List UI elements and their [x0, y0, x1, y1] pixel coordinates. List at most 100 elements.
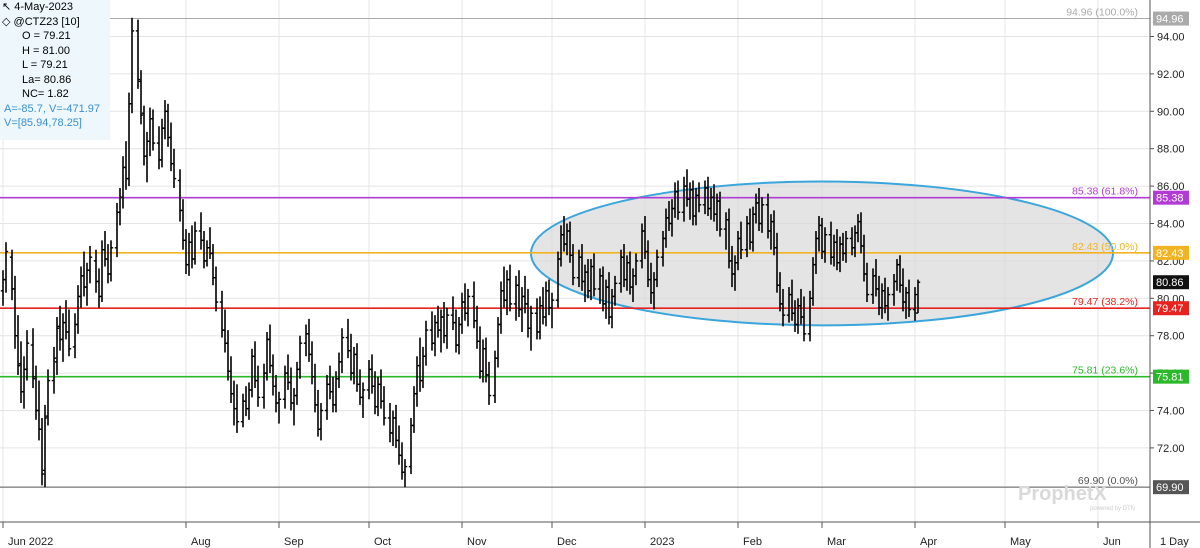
- y-tick-label: 90.00: [1157, 106, 1185, 118]
- ohlc-bar: [885, 287, 891, 321]
- fib-label: 75.81 (23.6%): [1072, 365, 1138, 377]
- ohlc-bar: [549, 292, 555, 329]
- ohlc-bar: [780, 288, 786, 327]
- y-tick-label: 84.00: [1157, 219, 1185, 231]
- ohlc-bar: [675, 180, 681, 220]
- fib-tag-box: [1153, 480, 1189, 495]
- fib-label: 94.96 (100.0%): [1066, 7, 1138, 19]
- fib-tag-text: 79.47: [1156, 303, 1184, 315]
- ohlc-bar: [66, 309, 72, 357]
- fib-label: 79.47 (38.2%): [1072, 296, 1138, 308]
- y-tick-label: 78.00: [1157, 331, 1185, 343]
- info-angle: A=-85.7, V=-471.97: [4, 102, 101, 115]
- x-tick-label: Sep: [284, 536, 304, 548]
- fib-tag-box: [1153, 245, 1189, 260]
- ohlc-bar: [3, 242, 9, 293]
- fib-tag-box: [1153, 190, 1189, 205]
- ohlc-bar: [381, 386, 387, 426]
- ohlc-bar: [906, 279, 912, 317]
- y-tick-label: 88.00: [1157, 144, 1185, 156]
- ohlc-bar: [444, 307, 450, 349]
- ohlc-bar: [192, 221, 198, 265]
- info-open: O = 79.21: [22, 30, 71, 42]
- last-price-text: 80.86: [1156, 277, 1184, 289]
- ohlc-bar: [912, 287, 918, 321]
- ohlc-bar: [570, 244, 576, 286]
- ohlc-bar: [507, 264, 513, 312]
- ohlc-bar: [696, 182, 702, 213]
- ohlc-bar: [915, 279, 921, 314]
- ohlc-bar: [822, 227, 828, 263]
- ohlc-bar: [423, 320, 429, 366]
- y-tick-label: 86.00: [1157, 181, 1185, 193]
- ohlc-bar: [30, 328, 36, 389]
- ohlc-bar: [54, 317, 60, 375]
- ohlc-bar: [759, 197, 765, 233]
- ohlc-bar: [318, 403, 324, 441]
- fib-label: 69.90 (0.0%): [1078, 475, 1138, 487]
- x-tick-label: Oct: [374, 536, 391, 548]
- ohlc-bar: [717, 191, 723, 237]
- ohlc-bar: [108, 240, 114, 282]
- ohlc-bar: [255, 365, 261, 407]
- price-bars: [0, 17, 921, 488]
- ohlc-bar: [42, 404, 48, 488]
- ohlc-bar: [465, 288, 471, 327]
- watermark-brand: ProphetX: [1018, 483, 1108, 505]
- ohlc-bar: [738, 221, 744, 260]
- ohlc-bar: [135, 19, 141, 89]
- ohlc-bar: [234, 384, 240, 433]
- ohlc-bar: [297, 335, 303, 379]
- y-tick-label: 72.00: [1157, 443, 1185, 455]
- ohlc-bar: [138, 70, 144, 125]
- x-tick-label: Aug: [191, 536, 211, 548]
- ohlc-bar: [45, 369, 51, 426]
- ohlc-bar: [360, 382, 366, 418]
- y-tick-label: 94.00: [1157, 32, 1185, 44]
- info-date: 4-May-2023: [14, 1, 73, 13]
- ohlc-bar: [15, 315, 21, 375]
- ohlc-bar: [171, 148, 177, 188]
- info-high: H = 81.00: [22, 44, 71, 57]
- ohlc-bar: [864, 262, 870, 303]
- ohlc-bar: [612, 275, 618, 306]
- fib-levels: 94.96 (100.0%) 85.38 (61.8%) 82.43 (50.0%)…: [0, 7, 1150, 488]
- ohlc-bar: [51, 346, 57, 394]
- ohlc-bar: [39, 417, 45, 486]
- fib-tag-text: 85.38: [1156, 193, 1184, 205]
- fib-tag-box: [1153, 11, 1189, 26]
- x-tick-label: Feb: [743, 536, 762, 548]
- x-tick-label: 2023: [650, 536, 674, 548]
- x-tick-label: May: [1010, 536, 1031, 548]
- watermark: ProphetX powered by DTN: [1018, 483, 1135, 512]
- ohlc-bar: [801, 296, 807, 342]
- ohlc-bar: [633, 253, 639, 286]
- y-tick-label: 74.00: [1157, 406, 1185, 418]
- info-range: V=[85.94,78.25]: [4, 117, 82, 129]
- x-tick-label: Jun 2022: [8, 536, 53, 548]
- fib-tags: 94.96 85.38 82.43 79.47 75.81 69.90 80.86: [1153, 11, 1189, 495]
- info-last: La= 80.86: [22, 73, 72, 86]
- watermark-sub: powered by DTN: [1090, 506, 1135, 512]
- ohlc-bar: [276, 391, 282, 424]
- cursor-icon: ↖: [2, 1, 12, 13]
- ohlc-bar: [486, 361, 492, 405]
- x-tick-label: Nov: [467, 536, 487, 548]
- ohlc-bar: [591, 253, 597, 297]
- fib-label: 85.38 (61.8%): [1072, 186, 1138, 198]
- ohlc-bar: [87, 245, 93, 284]
- info-net-change: NC= 1.82: [22, 88, 69, 100]
- fib-tag-text: 94.96: [1156, 14, 1184, 26]
- period-label[interactable]: 1 Day: [1160, 536, 1189, 548]
- info-panel: ↖ 4-May-2023 ◇ @CTZ23 [10] O = 79.21 H =…: [0, 0, 110, 140]
- info-low: L = 79.21: [22, 59, 68, 71]
- fib-label: 82.43 (50.0%): [1072, 241, 1138, 253]
- ohlc-bar: [654, 249, 660, 288]
- ohlc-bar: [339, 328, 345, 374]
- fib-tag-text: 82.43: [1156, 248, 1184, 260]
- ohlc-bar: [402, 459, 408, 488]
- info-symbol: @CTZ23 [10]: [13, 15, 80, 28]
- fib-tag-text: 69.90: [1156, 482, 1184, 494]
- ohlc-bar: [213, 266, 219, 312]
